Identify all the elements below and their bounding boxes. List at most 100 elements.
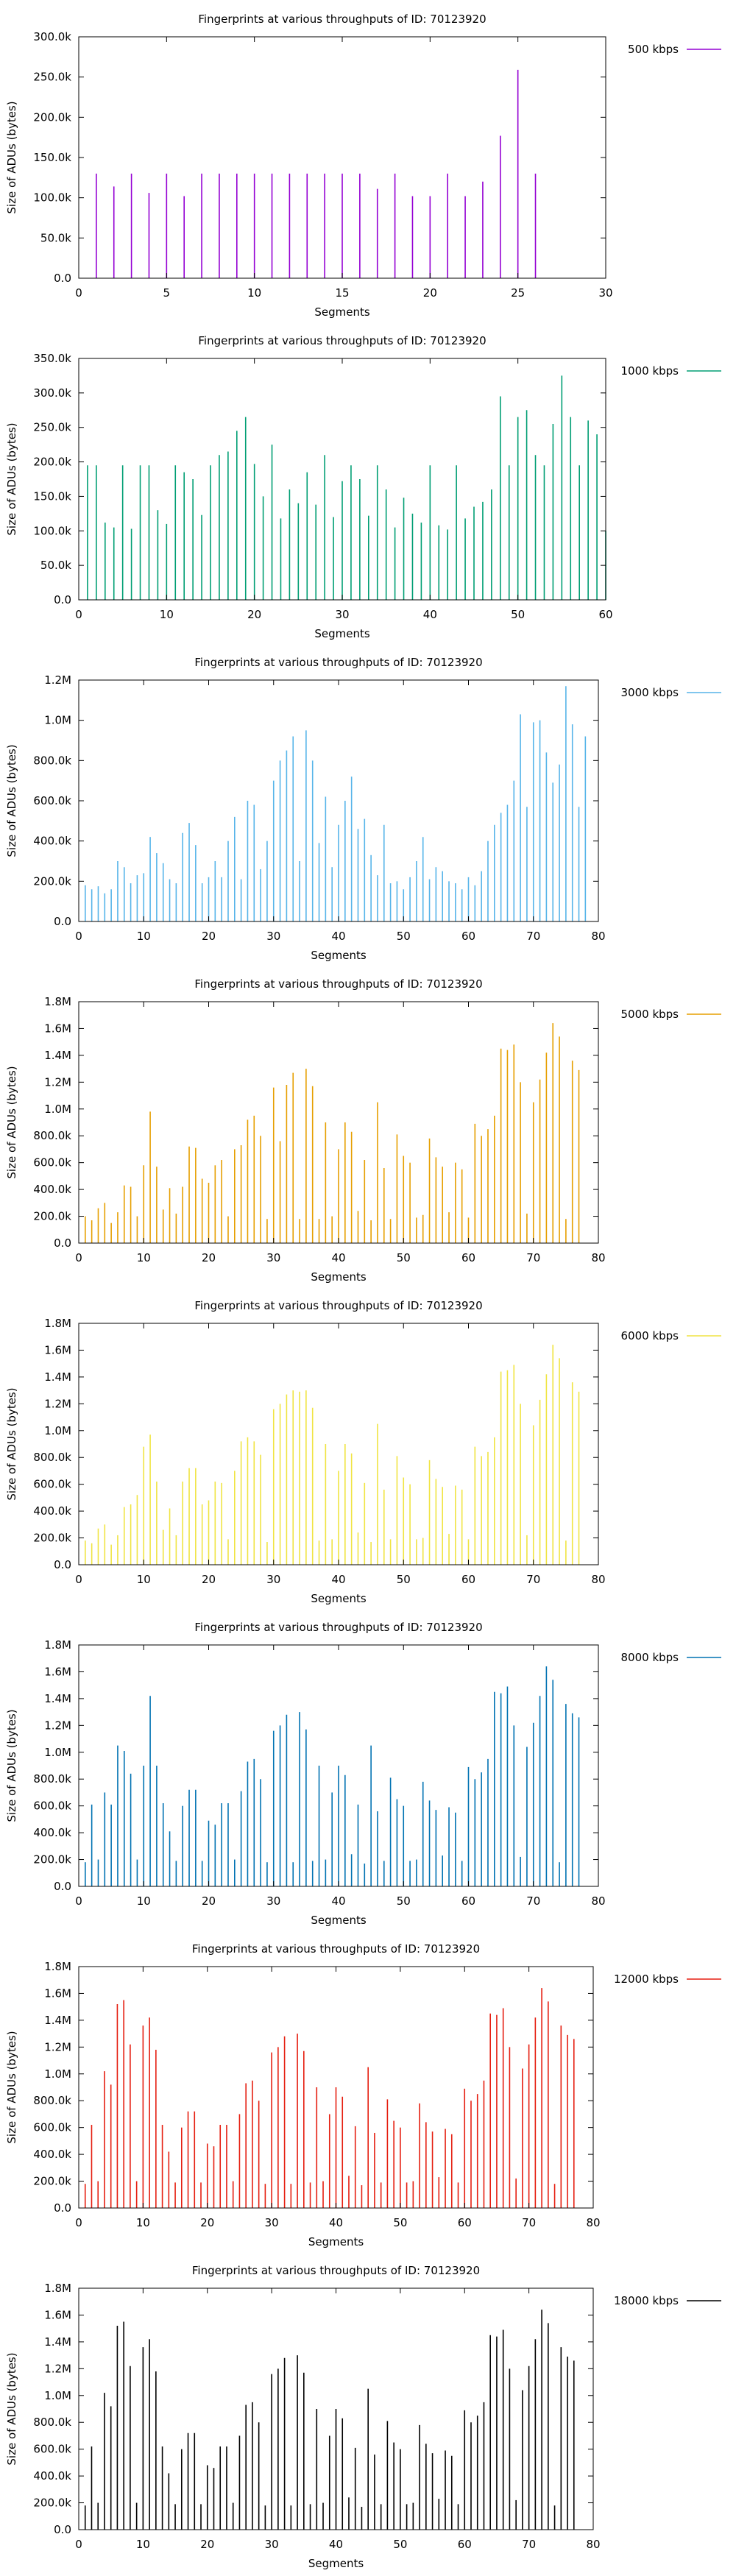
y-tick-label: 0.0 — [54, 2201, 71, 2215]
x-tick-label: 0 — [75, 2538, 82, 2551]
y-tick-label: 1.8M — [44, 2282, 71, 2295]
y-tick-label: 200.0k — [33, 456, 71, 469]
x-tick-label: 0 — [75, 1573, 82, 1586]
x-tick-label: 70 — [526, 1894, 540, 1908]
y-tick-label: 50.0k — [40, 231, 71, 244]
x-tick-label: 20 — [202, 1573, 216, 1586]
x-tick-label: 0 — [75, 1251, 82, 1264]
y-tick-label: 0.0 — [54, 2523, 71, 2536]
y-tick-label: 1.0M — [44, 1103, 71, 1116]
y-tick-label: 1.8M — [44, 1317, 71, 1330]
y-tick-label: 1.2M — [44, 673, 71, 687]
y-tick-label: 600.0k — [33, 2443, 71, 2456]
chart-title: Fingerprints at various throughputs of I… — [192, 1942, 480, 1956]
y-tick-label: 0.0 — [54, 1880, 71, 1893]
y-tick-label: 800.0k — [33, 1772, 71, 1786]
x-tick-label: 80 — [586, 2538, 600, 2551]
chart-title: Fingerprints at various throughputs of I… — [194, 1621, 482, 1634]
x-tick-label: 70 — [526, 930, 540, 943]
x-tick-label: 20 — [202, 1894, 216, 1908]
y-tick-label: 1.6M — [44, 1986, 71, 2000]
y-tick-label: 0.0 — [54, 1558, 71, 1571]
x-tick-label: 0 — [75, 2216, 82, 2229]
legend-label: 12000 kbps — [614, 1972, 679, 1986]
x-tick-label: 30 — [266, 1573, 280, 1586]
y-tick-label: 1.2M — [44, 1397, 71, 1410]
y-tick-label: 250.0k — [33, 421, 71, 434]
chart-panel: Fingerprints at various throughputs of I… — [5, 977, 721, 1284]
legend-label: 3000 kbps — [621, 686, 679, 699]
x-axis-label: Segments — [311, 1592, 367, 1605]
y-tick-label: 1.0M — [44, 1424, 71, 1437]
legend-label: 500 kbps — [628, 43, 679, 56]
y-tick-label: 250.0k — [33, 71, 71, 84]
y-tick-label: 1.8M — [44, 1638, 71, 1652]
x-tick-label: 20 — [202, 930, 216, 943]
y-tick-label: 600.0k — [33, 1478, 71, 1491]
y-tick-label: 1.8M — [44, 995, 71, 1008]
x-tick-label: 10 — [160, 608, 174, 621]
x-tick-label: 30 — [265, 2538, 279, 2551]
x-tick-label: 30 — [266, 1894, 280, 1908]
x-tick-label: 80 — [591, 1573, 605, 1586]
x-tick-label: 60 — [598, 608, 612, 621]
x-tick-label: 50 — [393, 2216, 407, 2229]
x-tick-label: 40 — [331, 1573, 345, 1586]
x-tick-label: 70 — [522, 2216, 536, 2229]
chart-title: Fingerprints at various throughputs of I… — [198, 13, 486, 26]
chart-panel: Fingerprints at various throughputs of I… — [5, 13, 721, 319]
x-tick-label: 30 — [266, 930, 280, 943]
x-tick-label: 30 — [266, 1251, 280, 1264]
y-tick-label: 400.0k — [33, 2148, 71, 2161]
y-tick-label: 400.0k — [33, 2469, 71, 2483]
y-tick-label: 50.0k — [40, 559, 71, 572]
chart-panel: Fingerprints at various throughputs of I… — [5, 2264, 721, 2570]
chart-title: Fingerprints at various throughputs of I… — [194, 1299, 482, 1312]
x-axis-label: Segments — [314, 627, 370, 640]
y-tick-label: 0.0 — [54, 593, 71, 606]
y-tick-label: 350.0k — [33, 352, 71, 365]
y-tick-label: 300.0k — [33, 30, 71, 43]
x-tick-label: 50 — [397, 1573, 411, 1586]
y-axis-label: Size of ADUs (bytes) — [5, 101, 18, 213]
y-tick-label: 600.0k — [33, 2121, 71, 2134]
x-tick-label: 80 — [586, 2216, 600, 2229]
y-tick-label: 1.2M — [44, 2040, 71, 2053]
y-tick-label: 100.0k — [33, 191, 71, 205]
x-tick-label: 0 — [75, 286, 82, 300]
x-tick-label: 50 — [397, 1894, 411, 1908]
x-tick-label: 40 — [331, 1251, 345, 1264]
x-tick-label: 30 — [335, 608, 349, 621]
y-tick-label: 1.4M — [44, 2335, 71, 2349]
legend-label: 6000 kbps — [621, 1329, 679, 1342]
y-tick-label: 400.0k — [33, 1504, 71, 1518]
x-tick-label: 20 — [423, 286, 437, 300]
x-tick-label: 30 — [265, 2216, 279, 2229]
y-tick-label: 0.0 — [54, 272, 71, 285]
y-axis-label: Size of ADUs (bytes) — [5, 2352, 18, 2465]
chart-title: Fingerprints at various throughputs of I… — [198, 334, 486, 347]
y-tick-label: 100.0k — [33, 524, 71, 537]
x-tick-label: 10 — [136, 2538, 150, 2551]
x-tick-label: 50 — [393, 2538, 407, 2551]
y-tick-label: 200.0k — [33, 874, 71, 888]
x-tick-label: 70 — [526, 1251, 540, 1264]
x-tick-label: 0 — [75, 930, 82, 943]
x-tick-label: 20 — [202, 1251, 216, 1264]
y-tick-label: 1.4M — [44, 1049, 71, 1062]
y-tick-label: 1.8M — [44, 1960, 71, 1973]
x-tick-label: 50 — [397, 1251, 411, 1264]
y-tick-label: 600.0k — [33, 794, 71, 807]
x-tick-label: 15 — [335, 286, 349, 300]
y-tick-label: 0.0 — [54, 1236, 71, 1250]
y-tick-label: 1.4M — [44, 2014, 71, 2027]
legend-label: 1000 kbps — [621, 364, 679, 378]
x-axis-label: Segments — [308, 2557, 364, 2570]
x-tick-label: 40 — [329, 2538, 343, 2551]
x-tick-label: 5 — [163, 286, 171, 300]
x-tick-label: 60 — [461, 1251, 475, 1264]
y-tick-label: 800.0k — [33, 1451, 71, 1464]
y-tick-label: 800.0k — [33, 2416, 71, 2429]
x-tick-label: 10 — [247, 286, 261, 300]
